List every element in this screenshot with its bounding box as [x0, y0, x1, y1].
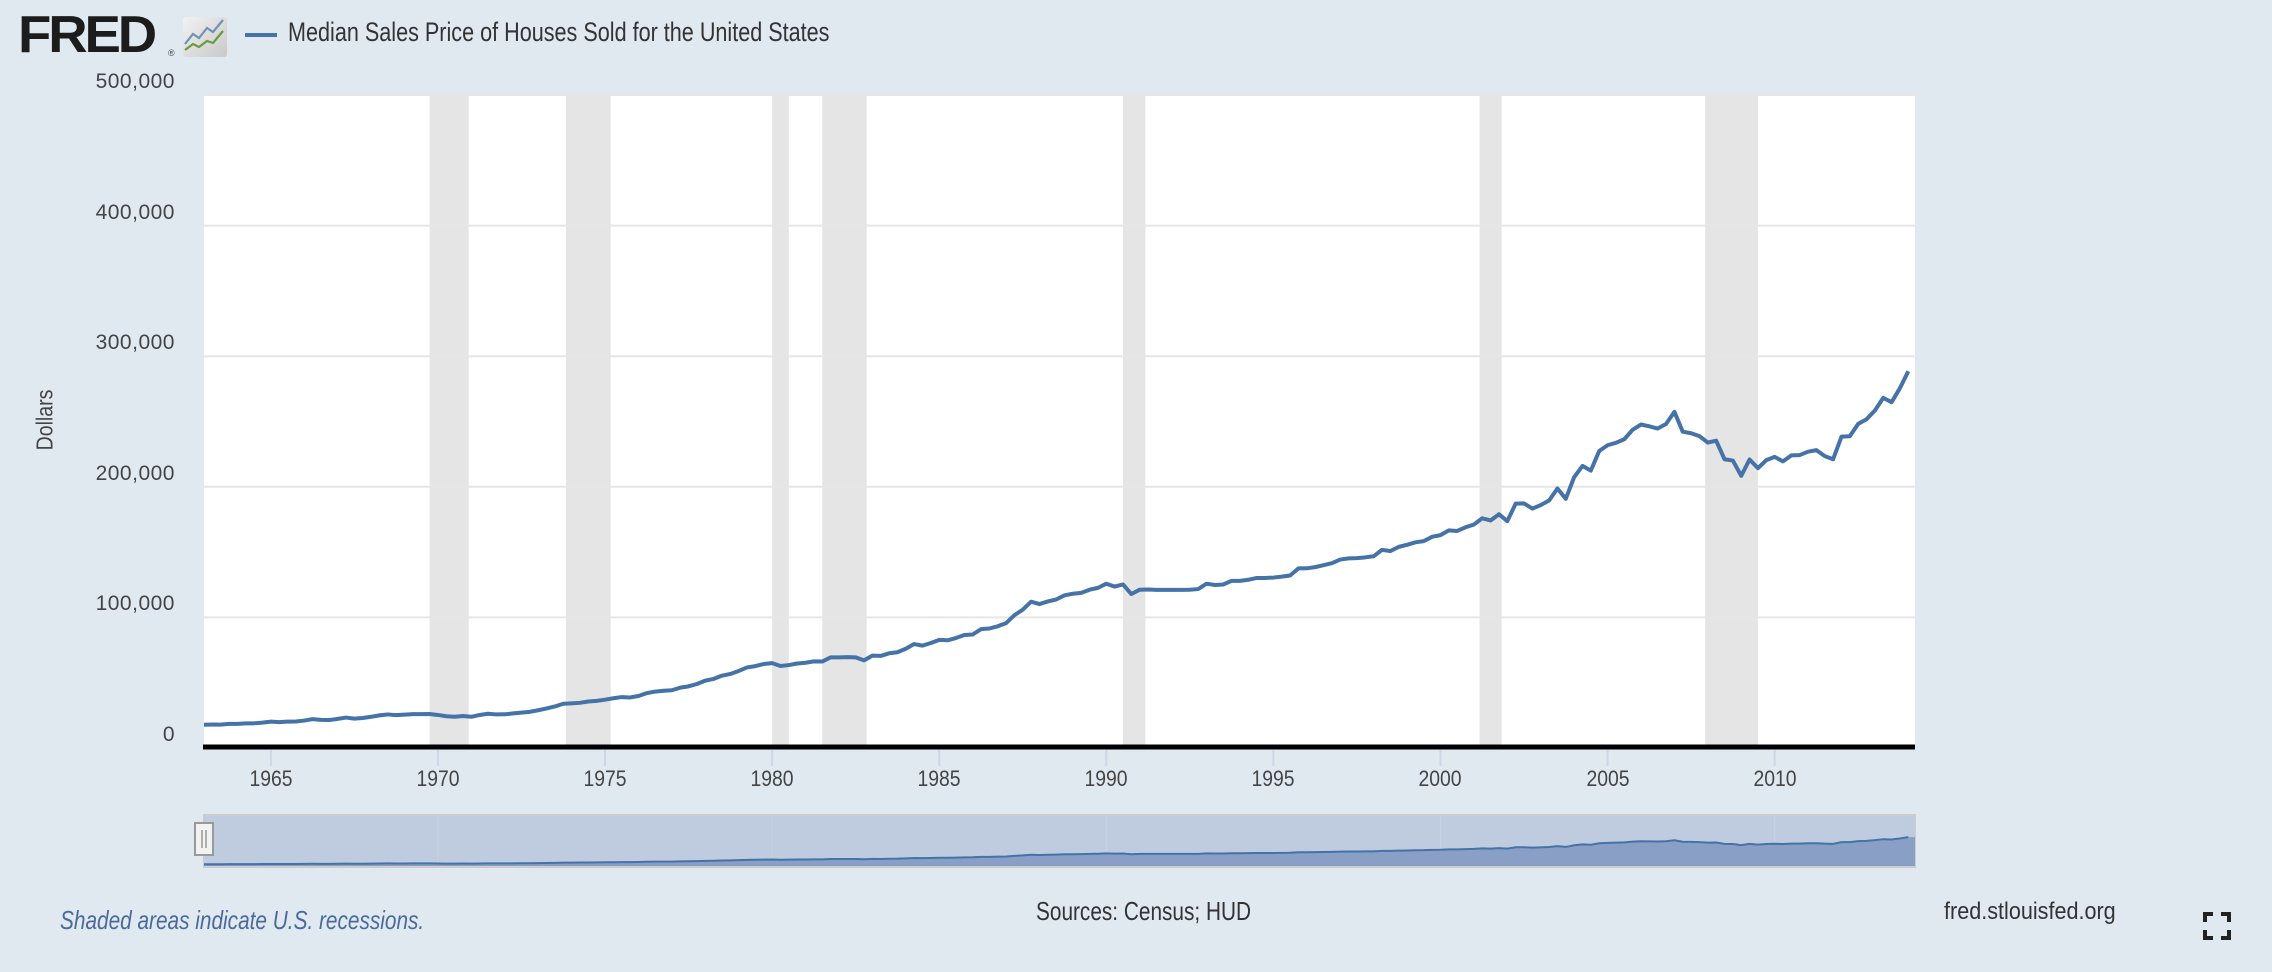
- x-tick-label: 1980: [750, 766, 794, 791]
- x-tick-label: 1975: [583, 766, 627, 791]
- recession-band: [565, 95, 611, 748]
- line-chart-icon[interactable]: [183, 17, 227, 57]
- grid-lines: [204, 94, 1915, 619]
- plot-background: [204, 95, 1915, 748]
- y-tick-label: 500,000: [95, 70, 175, 93]
- x-tick-label: 1995: [1251, 766, 1295, 791]
- legend-series-swatch: [245, 33, 277, 37]
- site-link[interactable]: fred.stlouisfed.org: [1944, 898, 2116, 925]
- navigator[interactable]: [194, 814, 1916, 868]
- x-tick-label: 1985: [917, 766, 961, 791]
- registered-mark: ®: [168, 48, 175, 58]
- drag-handle-icon[interactable]: [194, 822, 214, 856]
- x-tick-label: 1990: [1084, 766, 1128, 791]
- recession-band: [429, 95, 469, 748]
- navigator-series-area: [204, 837, 1915, 866]
- recession-note: Shaded areas indicate U.S. recessions.: [60, 905, 425, 935]
- recession-band: [1479, 95, 1502, 748]
- recession-band: [822, 95, 867, 748]
- series-layer: [203, 370, 1911, 727]
- y-tick-label: 100,000: [95, 592, 175, 616]
- recession-band: [1705, 95, 1758, 748]
- x-tick-label: 1970: [416, 766, 460, 791]
- sources-text: Sources: Census; HUD: [1036, 896, 1252, 926]
- legend-series-title[interactable]: Median Sales Price of Houses Sold for th…: [288, 17, 830, 47]
- recession-band: [772, 95, 789, 748]
- fred-logo[interactable]: FRED: [18, 6, 157, 64]
- navigator-series-line: [203, 836, 1909, 866]
- recession-band: [1122, 95, 1146, 748]
- x-tick-label: 2000: [1418, 766, 1462, 791]
- y-tick-label: 0: [162, 723, 175, 746]
- chart-header: FRED ® Median Sales Price of Houses Sold…: [0, 0, 1400, 70]
- y-tick-label: 300,000: [95, 331, 175, 355]
- y-tick-label: 200,000: [95, 461, 175, 485]
- y-tick-label: 400,000: [95, 200, 175, 224]
- x-tick-label: 1965: [249, 766, 293, 791]
- fullscreen-icon[interactable]: [2203, 912, 2231, 940]
- x-tick-label: 2005: [1586, 766, 1630, 791]
- x-tick-label: 2010: [1753, 766, 1797, 791]
- x-axis: [203, 744, 1915, 766]
- recession-bands: [429, 95, 1758, 748]
